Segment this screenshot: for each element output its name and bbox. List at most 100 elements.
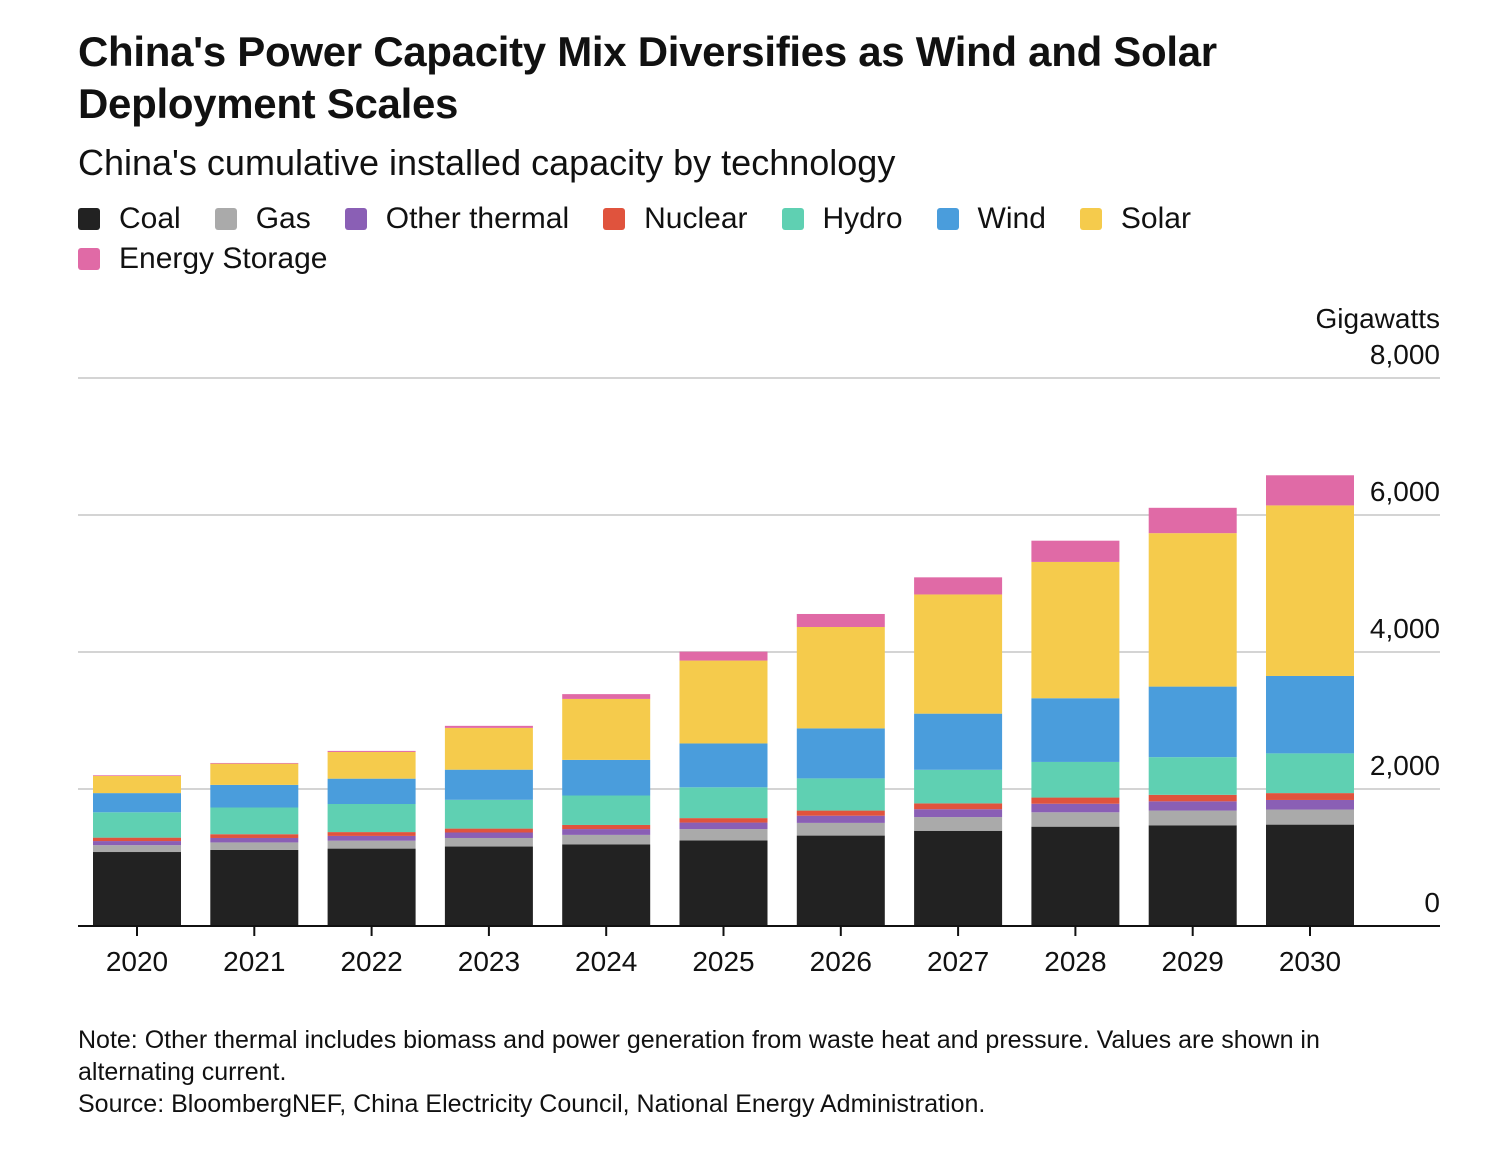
- bar-stack-2024: [562, 694, 651, 926]
- bar-segment-other-thermal: [444, 832, 533, 838]
- bar-segment-nuclear: [93, 837, 181, 842]
- bar-segment-solar: [796, 626, 885, 729]
- bar-segment-hydro: [1031, 761, 1120, 798]
- legend-label: Solar: [1120, 202, 1191, 235]
- bar-segment-gas: [93, 845, 181, 853]
- bar-segment-coal: [1031, 826, 1120, 926]
- bar-segment-coal: [1266, 824, 1354, 926]
- bar-segment-other-thermal: [93, 841, 181, 846]
- bar-segment-wind: [562, 759, 651, 796]
- bar-segment-nuclear: [210, 834, 299, 838]
- chart-subtitle: China's cumulative installed capacity by…: [78, 142, 896, 183]
- bar-segment-other-thermal: [1031, 803, 1120, 813]
- bar-segment-solar: [1148, 533, 1237, 687]
- bar-segment-nuclear: [327, 832, 416, 836]
- legend-swatch: [603, 208, 626, 230]
- bar-segment-hydro: [210, 807, 299, 835]
- source-text: Source: BloombergNEF, China Electricity …: [78, 1090, 986, 1118]
- bar-segment-hydro: [1266, 753, 1354, 794]
- x-tick-label: 2023: [458, 946, 520, 977]
- bar-segment-other-thermal: [914, 809, 1003, 818]
- bar-stack-2030: [1266, 475, 1354, 926]
- chart-title: China's Power Capacity Mix Diversifies a…: [78, 28, 1217, 127]
- bar-stack-2027: [914, 577, 1003, 926]
- bar-stack-2029: [1148, 507, 1237, 926]
- bar-segment-nuclear: [444, 828, 533, 833]
- y-tick-label: 0: [1424, 887, 1440, 918]
- axes: 0 2,000 4,000 6,000 8,000 Gigawatts 2020 2021 20…: [78, 303, 1440, 977]
- bar-stack-2028: [1031, 540, 1120, 926]
- x-tick-label: 2029: [1162, 946, 1224, 977]
- legend-label: Nuclear: [644, 202, 748, 235]
- bar-segment-gas: [1266, 809, 1354, 825]
- x-tick-label: 2020: [106, 946, 168, 977]
- bar-segment-coal: [679, 840, 768, 926]
- legend-label: Wind: [977, 202, 1046, 235]
- bar-stack-2022: [327, 750, 416, 926]
- bar-segment-wind: [914, 713, 1003, 770]
- bar-segment-wind: [444, 769, 533, 800]
- x-tick-label: 2024: [575, 946, 637, 977]
- bar-segment-gas: [444, 837, 533, 847]
- legend-item-wind: Wind: [936, 202, 1046, 236]
- legend-item-solar: Solar: [1079, 202, 1191, 236]
- bar-segment-coal: [93, 852, 181, 926]
- legend-item-energy-storage: Energy Storage: [78, 242, 327, 276]
- bar-segment-wind: [679, 743, 768, 788]
- legend-swatch: [1079, 208, 1102, 230]
- bar-segment-solar: [1031, 561, 1120, 699]
- y-tick-label: 4,000: [1370, 613, 1440, 644]
- bar-segment-wind: [796, 728, 885, 779]
- y-axis-unit-label: Gigawatts: [1316, 303, 1441, 334]
- bar-segment-energy-storage: [679, 651, 768, 661]
- bar-segment-wind: [1031, 698, 1120, 762]
- legend-label: Coal: [119, 202, 181, 235]
- bar-segment-solar: [210, 763, 299, 785]
- bar-segment-hydro: [796, 778, 885, 811]
- bar-segment-nuclear: [1031, 797, 1120, 804]
- bar-segment-gas: [210, 842, 299, 850]
- x-tick-label: 2026: [810, 946, 872, 977]
- legend-item-nuclear: Nuclear: [603, 202, 748, 236]
- x-tick-label: 2025: [692, 946, 754, 977]
- bar-stack-2025: [679, 651, 768, 926]
- legend-label: Hydro: [822, 202, 903, 235]
- y-tick-label: 8,000: [1370, 339, 1440, 370]
- bar-segment-other-thermal: [562, 829, 651, 835]
- bar-segment-hydro: [914, 769, 1003, 804]
- bar-segment-wind: [93, 793, 181, 813]
- bar-segment-coal: [444, 846, 533, 926]
- bar-segment-hydro: [562, 795, 651, 825]
- x-tick-label: 2022: [340, 946, 402, 977]
- bar-segment-energy-storage: [796, 613, 885, 627]
- bar-segment-coal: [796, 835, 885, 926]
- bar-segment-wind: [210, 784, 299, 808]
- bar-segment-gas: [327, 840, 416, 849]
- bar-segment-solar: [562, 698, 651, 760]
- legend-label: Other thermal: [385, 202, 570, 235]
- bar-segment-solar: [93, 775, 181, 794]
- bar-segment-energy-storage: [1266, 475, 1354, 506]
- bar-segment-solar: [444, 727, 533, 770]
- x-tick-label: 2021: [223, 946, 285, 977]
- bar-segment-coal: [327, 848, 416, 926]
- bar-segment-gas: [562, 834, 651, 845]
- legend-swatch: [781, 208, 804, 230]
- legend: Coal Gas Other thermal Nuclear Hydro Wind Sola…: [78, 202, 1378, 276]
- bar-segment-solar: [679, 660, 768, 744]
- legend-label: Energy Storage: [119, 242, 328, 275]
- bar-stack-2020: [93, 775, 181, 926]
- bar-segment-energy-storage: [1148, 507, 1237, 534]
- bar-segment-nuclear: [796, 810, 885, 816]
- bar-segment-coal: [562, 844, 651, 926]
- chart-footer: Note: Other thermal includes biomass and…: [78, 1024, 1438, 1120]
- bar-segment-energy-storage: [210, 762, 299, 764]
- legend-item-hydro: Hydro: [781, 202, 903, 236]
- bar-segment-coal: [1148, 825, 1237, 926]
- bar-segment-nuclear: [562, 824, 651, 830]
- bar-segment-gas: [1031, 812, 1120, 827]
- bar-segment-solar: [327, 751, 416, 779]
- y-tick-label: 6,000: [1370, 476, 1440, 507]
- y-tick-label: 2,000: [1370, 750, 1440, 781]
